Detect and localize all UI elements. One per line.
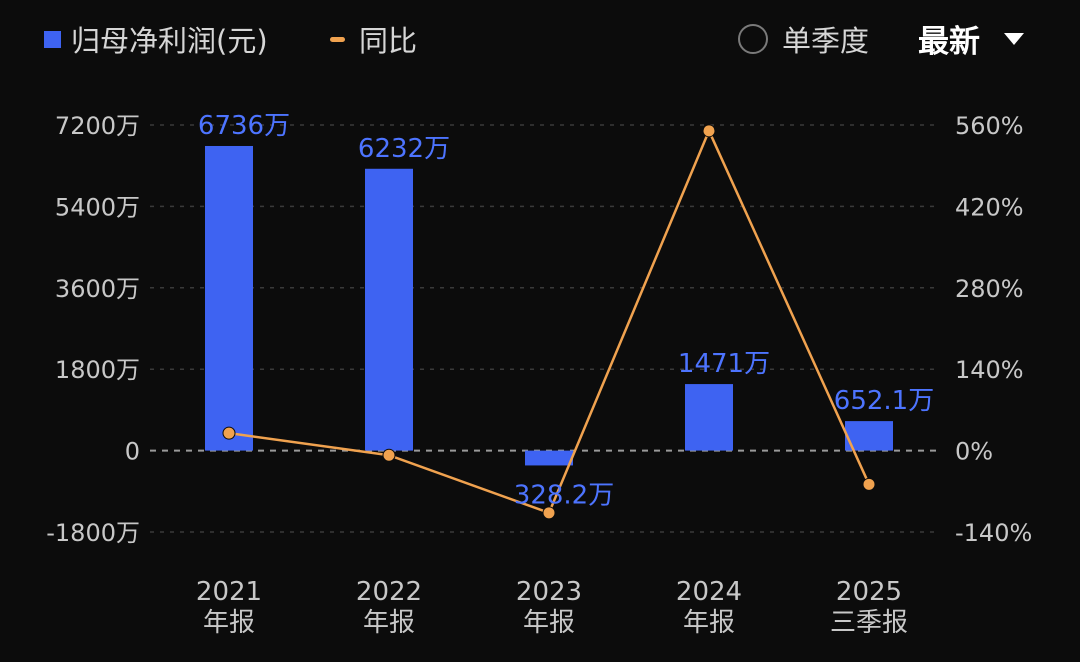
left-axis-tick-label: -1800万 [46, 519, 140, 547]
radio-circle-icon[interactable] [738, 24, 768, 54]
yoy-point [702, 124, 716, 138]
left-axis-tick-label: 7200万 [55, 112, 140, 140]
category-label-period: 三季报 [830, 608, 908, 638]
bar-swatch-icon [44, 30, 61, 48]
category-label-period: 年报 [683, 608, 735, 638]
period-select[interactable]: 最新 [918, 16, 1024, 61]
category-label-year: 2023 [516, 577, 582, 607]
left-axis-tick-label: 1800万 [55, 356, 140, 384]
bar [365, 168, 413, 451]
legend-bar-series[interactable]: 归母净利润(元) [44, 18, 268, 60]
left-axis-tick-label: 5400万 [55, 193, 140, 221]
quarter-toggle[interactable]: 单季度 [738, 18, 869, 60]
bar-data-label: 328.2万 [514, 480, 614, 510]
left-axis-tick-label: 3600万 [55, 275, 140, 303]
bar [845, 421, 893, 451]
category-label-period: 年报 [523, 608, 575, 638]
right-axis-tick-label: 420% [955, 193, 1024, 221]
legend-bar-label: 归母净利润(元) [71, 24, 268, 58]
period-select-value: 最新 [918, 24, 980, 60]
category-label-year: 2021 [196, 577, 262, 607]
category-label-year: 2024 [676, 577, 742, 607]
left-axis-tick-label: 0 [125, 438, 140, 466]
bar [525, 450, 573, 466]
right-axis-tick-label: 280% [955, 275, 1024, 303]
legend-line-series[interactable]: 同比 [330, 18, 417, 60]
line-swatch-icon [330, 36, 345, 42]
right-axis-tick-label: 0% [955, 438, 993, 466]
yoy-point [222, 426, 236, 440]
bar-data-label: 1471万 [678, 349, 770, 379]
bar [205, 145, 253, 451]
caret-down-icon[interactable] [1004, 32, 1024, 45]
category-label-period: 年报 [203, 608, 255, 638]
bar-data-label: 652.1万 [834, 386, 934, 416]
category-label-year: 2022 [356, 577, 422, 607]
category-label-period: 年报 [363, 608, 415, 638]
bar-data-label: 6232万 [358, 134, 450, 164]
right-axis-tick-label: -140% [955, 519, 1032, 547]
chart-header: 归母净利润(元) 同比 单季度 最新 [0, 0, 1080, 80]
bar [685, 384, 733, 451]
yoy-point [862, 477, 876, 491]
quarter-toggle-label: 单季度 [782, 24, 870, 58]
yoy-point [382, 448, 396, 462]
category-label-year: 2025 [836, 577, 902, 607]
yoy-point [542, 506, 556, 520]
bar-data-label: 6736万 [198, 111, 290, 141]
legend-line-label: 同比 [359, 24, 418, 58]
right-axis-tick-label: 560% [955, 112, 1024, 140]
right-axis-tick-label: 140% [955, 356, 1024, 384]
